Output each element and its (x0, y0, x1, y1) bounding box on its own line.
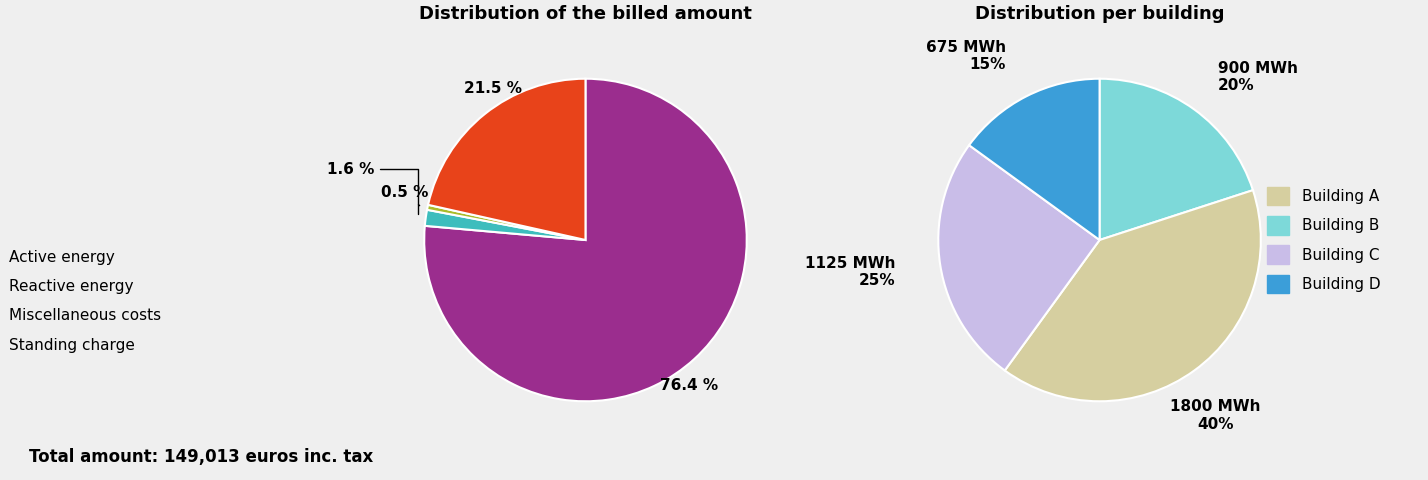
Text: 900 MWh
20%: 900 MWh 20% (1218, 60, 1298, 93)
Wedge shape (938, 145, 1100, 371)
Text: 76.4 %: 76.4 % (660, 378, 718, 393)
Wedge shape (428, 79, 585, 240)
Wedge shape (970, 79, 1100, 240)
Wedge shape (424, 210, 585, 240)
Title: Distribution of the billed amount: Distribution of the billed amount (418, 5, 753, 23)
Legend: Active energy, Reactive energy, Miscellaneous costs, Standing charge: Active energy, Reactive energy, Miscella… (0, 241, 167, 360)
Text: 1125 MWh
25%: 1125 MWh 25% (805, 256, 895, 288)
Wedge shape (1100, 79, 1252, 240)
Text: Total amount: 149,013 euros inc. tax: Total amount: 149,013 euros inc. tax (29, 447, 373, 466)
Text: 1.6 %: 1.6 % (327, 162, 418, 214)
Wedge shape (1005, 190, 1261, 401)
Text: 1800 MWh
40%: 1800 MWh 40% (1170, 399, 1261, 432)
Text: 0.5 %: 0.5 % (381, 185, 428, 205)
Text: 21.5 %: 21.5 % (464, 82, 523, 96)
Title: Distribution per building: Distribution per building (975, 5, 1224, 23)
Wedge shape (427, 205, 585, 240)
Legend: Building A, Building B, Building C, Building D: Building A, Building B, Building C, Buil… (1261, 180, 1387, 300)
Text: 675 MWh
15%: 675 MWh 15% (925, 40, 1005, 72)
Wedge shape (424, 79, 747, 401)
